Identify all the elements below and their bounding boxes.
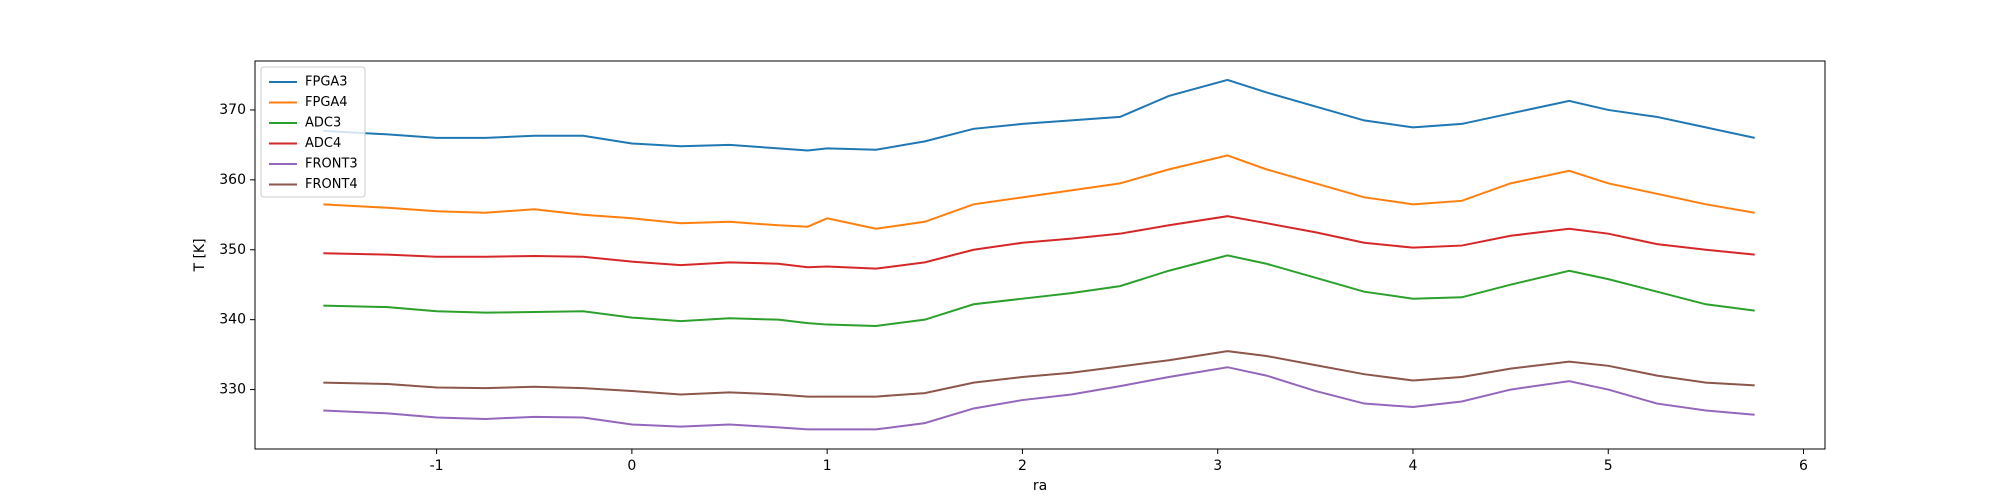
- x-tick-label: 6: [1799, 458, 1808, 474]
- legend-label: FPGA4: [305, 95, 348, 110]
- x-tick-label: 1: [823, 458, 832, 474]
- line: [323, 78, 1755, 152]
- line: [323, 254, 1755, 327]
- plot-frame: [254, 60, 1826, 450]
- legend-label: FRONT3: [305, 157, 358, 172]
- y-tick-label: 340: [219, 312, 246, 328]
- x-tick-label: 2: [1018, 458, 1027, 474]
- x-tick-label: 4: [1409, 458, 1418, 474]
- legend-label: ADC4: [305, 136, 341, 151]
- line: [323, 154, 1755, 230]
- x-tick-label: 0: [627, 458, 636, 474]
- y-tick-label: 350: [219, 242, 246, 258]
- line: [323, 366, 1755, 431]
- y-tick-label: 330: [219, 382, 246, 398]
- x-tick-label: 5: [1604, 458, 1613, 474]
- legend-label: ADC3: [305, 116, 341, 131]
- x-tick-label: 3: [1213, 458, 1222, 474]
- legend-label: FRONT4: [305, 177, 358, 192]
- legend-label: FPGA3: [305, 75, 348, 90]
- y-tick-label: 360: [219, 172, 246, 188]
- x-tick-label: -1: [430, 458, 444, 474]
- line: [323, 350, 1755, 398]
- y-axis-label: T [K]: [192, 238, 208, 272]
- x-axis-label: ra: [1033, 478, 1047, 494]
- line: [323, 215, 1755, 270]
- y-tick-label: 370: [219, 102, 246, 118]
